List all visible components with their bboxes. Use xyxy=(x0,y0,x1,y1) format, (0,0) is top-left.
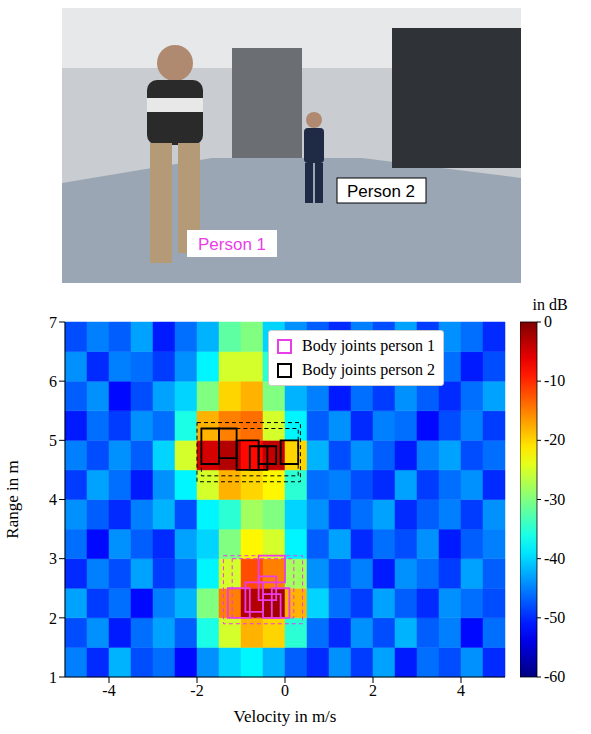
svg-text:Range in m: Range in m xyxy=(3,460,22,538)
svg-text:-30: -30 xyxy=(544,491,565,508)
svg-text:-20: -20 xyxy=(544,431,565,448)
svg-text:3: 3 xyxy=(49,550,57,567)
svg-text:-60: -60 xyxy=(544,668,565,685)
html-text:Body joints person 2: Body joints person 2 xyxy=(302,361,435,378)
svg-text:-50: -50 xyxy=(544,609,565,626)
svg-text:Person 1: Person 1 xyxy=(198,235,266,254)
svg-text:0: 0 xyxy=(544,313,552,330)
svg-text:in dB: in dB xyxy=(532,296,567,313)
svg-text:-40: -40 xyxy=(544,550,565,567)
svg-text:Velocity in m/s: Velocity in m/s xyxy=(234,707,337,726)
svg-text:-10: -10 xyxy=(544,372,565,389)
html-text:Body joints person 1: Body joints person 1 xyxy=(302,337,435,354)
svg-text:-2: -2 xyxy=(190,682,203,699)
svg-text:7: 7 xyxy=(49,314,57,331)
svg-text:0: 0 xyxy=(281,682,289,699)
svg-text:Person 2: Person 2 xyxy=(347,182,415,201)
svg-text:1: 1 xyxy=(49,669,57,686)
svg-text:4: 4 xyxy=(49,491,57,508)
svg-text:2: 2 xyxy=(49,610,57,627)
svg-text:2: 2 xyxy=(369,682,377,699)
svg-text:5: 5 xyxy=(49,432,57,449)
svg-text:-4: -4 xyxy=(102,682,115,699)
svg-text:6: 6 xyxy=(49,373,57,390)
svg-text:4: 4 xyxy=(457,682,465,699)
